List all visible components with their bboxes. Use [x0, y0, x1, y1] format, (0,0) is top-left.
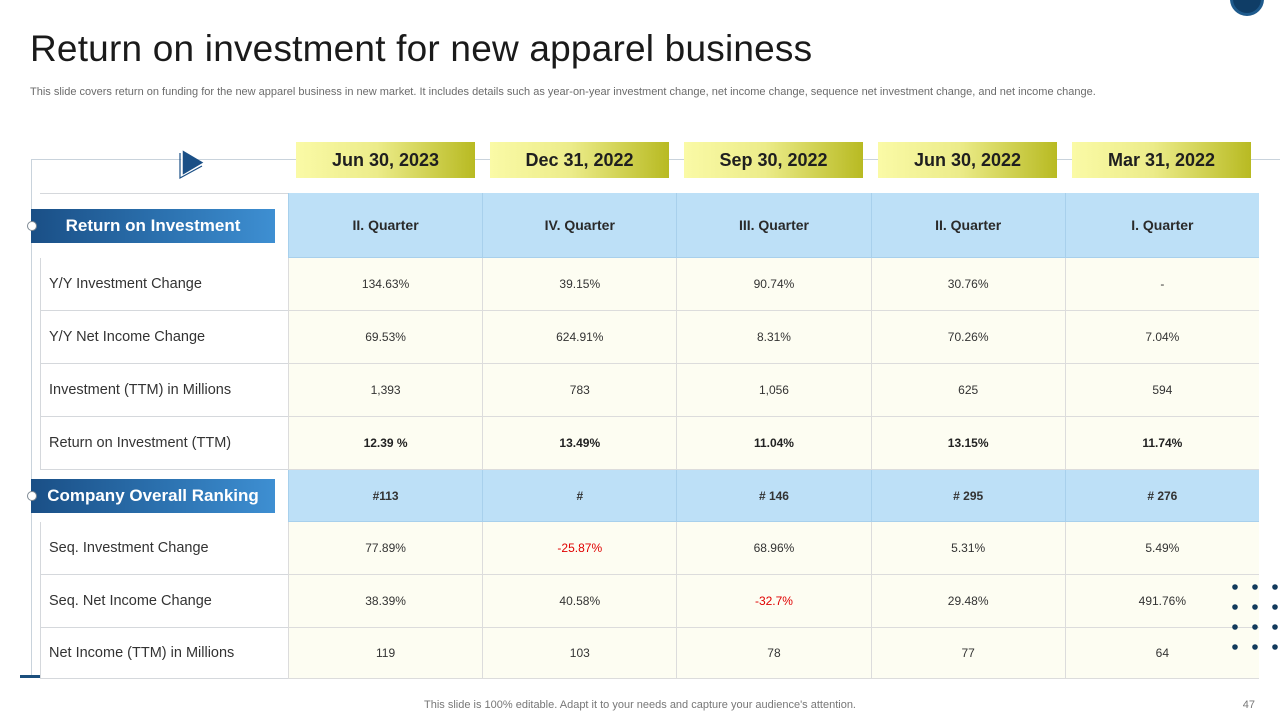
ranking-cell: # [482, 470, 677, 522]
quarter-header-cell: II. Quarter [288, 193, 483, 258]
table-cell: 77.89% [288, 522, 483, 575]
slide-title: Return on investment for new apparel bus… [30, 28, 813, 69]
table-cell: 1,393 [288, 364, 483, 417]
table-cell: 119 [288, 628, 483, 679]
table-row: Net Income (TTM) in Millions 119 103 78 … [40, 628, 1259, 679]
table-cell: 8.31% [676, 311, 871, 364]
table-cell: - [1064, 258, 1259, 311]
decorative-dots-icon [1232, 584, 1278, 650]
table-cell: 13.49% [482, 417, 677, 470]
table-cell: 624.91% [482, 311, 677, 364]
table-cell: 12.39 % [288, 417, 483, 470]
page-number: 47 [1242, 699, 1255, 711]
table-cell: 30.76% [870, 258, 1065, 311]
table-cell: 29.48% [870, 575, 1065, 628]
table-cell: 134.63% [288, 258, 483, 311]
table-cell: 5.31% [870, 522, 1065, 575]
ranking-cell: #113 [288, 470, 483, 522]
table-cell: 103 [482, 628, 677, 679]
table-cell: 70.26% [870, 311, 1065, 364]
table-cell: 40.58% [482, 575, 677, 628]
row-label: Net Income (TTM) in Millions [40, 628, 288, 679]
ranking-cell: # 146 [676, 470, 871, 522]
quarter-header-row: II. Quarter IV. Quarter III. Quarter II.… [40, 193, 1259, 258]
table-row: Return on Investment (TTM) 12.39 % 13.49… [40, 417, 1259, 470]
table-cell: 783 [482, 364, 677, 417]
table-cell: 39.15% [482, 258, 677, 311]
date-header-3: Sep 30, 2022 [684, 142, 863, 178]
row-label: Investment (TTM) in Millions [40, 364, 288, 417]
table-cell: 11.04% [676, 417, 871, 470]
row-label: Y/Y Investment Change [40, 258, 288, 311]
tab-marker-dot [27, 491, 37, 501]
corner-circle-icon [1230, 0, 1264, 16]
table-cell: 11.74% [1064, 417, 1259, 470]
ranking-cell: # 276 [1064, 470, 1259, 522]
table-row: Seq. Investment Change 77.89% -25.87% 68… [40, 522, 1259, 575]
quarter-header-cell: II. Quarter [870, 193, 1065, 258]
date-header-4: Jun 30, 2022 [878, 142, 1057, 178]
date-header-1: Jun 30, 2023 [296, 142, 475, 178]
table-row: Investment (TTM) in Millions 1,393 783 1… [40, 364, 1259, 417]
tab-marker-dot [27, 221, 37, 231]
table-cell-negative: -25.87% [482, 522, 677, 575]
table-cell: 1,056 [676, 364, 871, 417]
frame-left-line [31, 159, 32, 677]
table-cell: 77 [870, 628, 1065, 679]
table-cell: 90.74% [676, 258, 871, 311]
table-cell: 625 [870, 364, 1065, 417]
table-cell: 7.04% [1064, 311, 1259, 364]
table-cell: 594 [1064, 364, 1259, 417]
ranking-cell: # 295 [870, 470, 1065, 522]
play-arrow-icon [179, 150, 205, 179]
table-cell: 491.76% [1064, 575, 1259, 628]
table-cell: 78 [676, 628, 871, 679]
section-tab-ranking: Company Overall Ranking [31, 479, 275, 513]
table-row: Y/Y Investment Change 134.63% 39.15% 90.… [40, 258, 1259, 311]
quarter-header-cell: III. Quarter [676, 193, 871, 258]
frame-corner-accent [20, 675, 42, 678]
slide-subtitle: This slide covers return on funding for … [30, 86, 1096, 98]
quarter-header-cell: IV. Quarter [482, 193, 677, 258]
table-row: Seq. Net Income Change 38.39% 40.58% -32… [40, 575, 1259, 628]
quarter-header-cell: I. Quarter [1064, 193, 1259, 258]
table-cell: 69.53% [288, 311, 483, 364]
section-tab-roi: Return on Investment [31, 209, 275, 243]
row-label: Return on Investment (TTM) [40, 417, 288, 470]
table-cell: 5.49% [1064, 522, 1259, 575]
table-cell: 13.15% [870, 417, 1065, 470]
table-cell: 64 [1064, 628, 1259, 679]
table-cell: 68.96% [676, 522, 871, 575]
date-header-2: Dec 31, 2022 [490, 142, 669, 178]
date-header-5: Mar 31, 2022 [1072, 142, 1251, 178]
table-cell-negative: -32.7% [676, 575, 871, 628]
table-row: Y/Y Net Income Change 69.53% 624.91% 8.3… [40, 311, 1259, 364]
ranking-row: #113 # # 146 # 295 # 276 [40, 470, 1259, 522]
row-label: Seq. Investment Change [40, 522, 288, 575]
row-label: Seq. Net Income Change [40, 575, 288, 628]
footer-note: This slide is 100% editable. Adapt it to… [424, 699, 856, 711]
table-cell: 38.39% [288, 575, 483, 628]
row-label: Y/Y Net Income Change [40, 311, 288, 364]
